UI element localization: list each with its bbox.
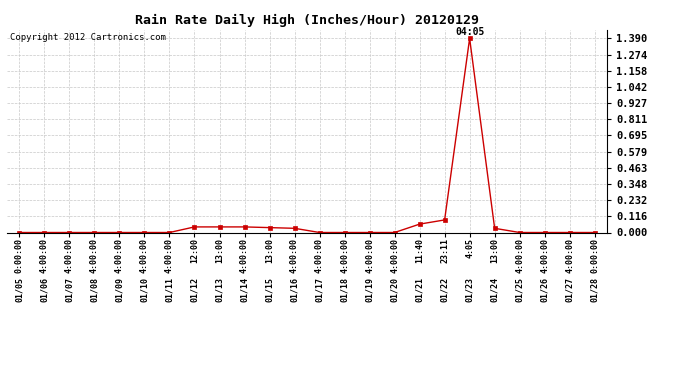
Text: 04:05: 04:05 [455,27,484,37]
Title: Rain Rate Daily High (Inches/Hour) 20120129: Rain Rate Daily High (Inches/Hour) 20120… [135,14,479,27]
Text: Copyright 2012 Cartronics.com: Copyright 2012 Cartronics.com [10,33,166,42]
